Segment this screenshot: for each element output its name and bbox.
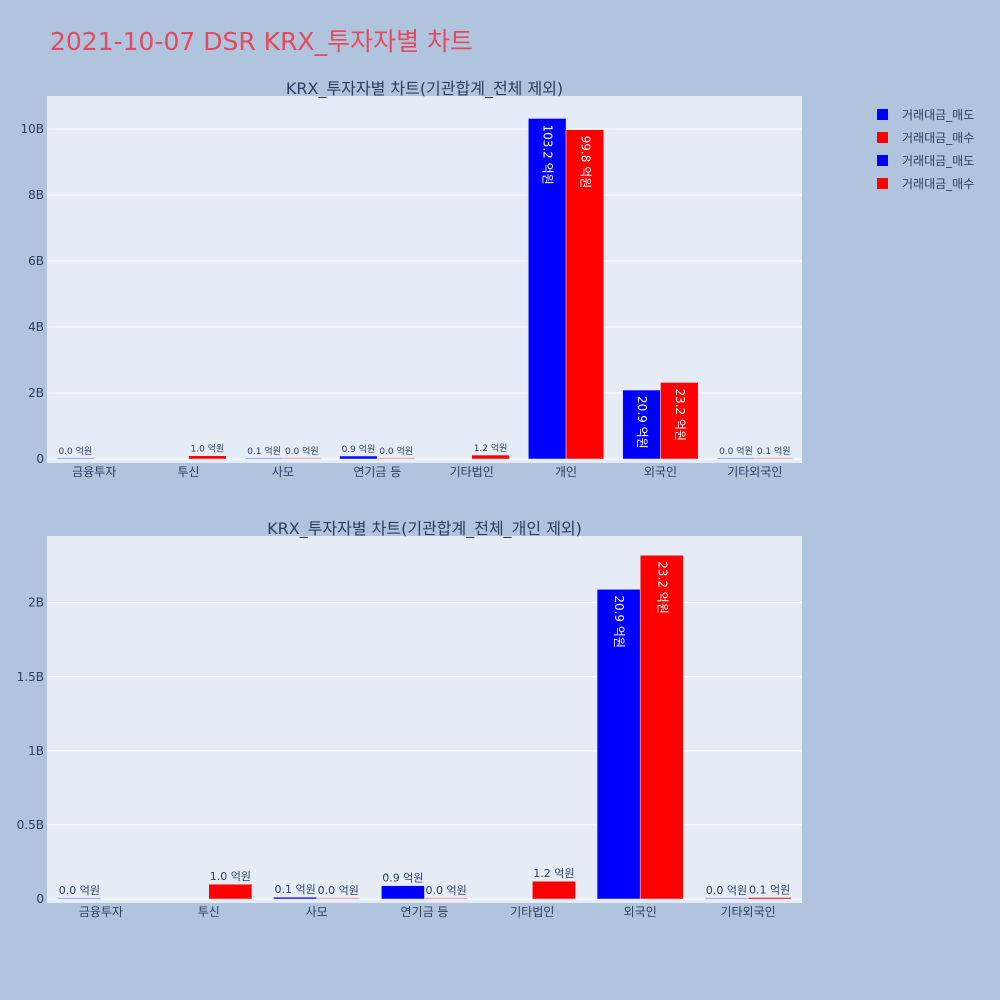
chart-panel: 0 2B 4B 6B 8B 10B KRX_투자자별 차트(기관합계_전체 제외) 금융투자 0… (20, 79, 802, 479)
data-label: 0.9 억원 (342, 443, 376, 455)
x-tick-label: 투신 (178, 465, 200, 479)
legend-item: 거래대금_매수 (902, 131, 974, 145)
legend-swatch (877, 178, 888, 189)
legend-item: 거래대금_매도 (902, 154, 974, 168)
data-label: 0.0 억원 (59, 884, 100, 897)
chart-title: KRX_투자자별 차트(기관합계_전체_개인 제외) (267, 519, 582, 539)
bar (660, 382, 699, 460)
y-tick-label: 6B (28, 254, 44, 268)
data-label: 1.0 억원 (191, 443, 225, 455)
bar (704, 897, 749, 900)
x-tick-label: 금융투자 (79, 905, 123, 919)
data-label: 0.9 억원 (382, 872, 423, 885)
x-tick-label: 외국인 (644, 465, 677, 479)
y-tick-label: 2B (28, 596, 44, 610)
y-tick-label: 0 (36, 892, 44, 906)
x-tick-label: 기타법인 (510, 905, 554, 919)
y-tick-label: 1B (28, 744, 44, 758)
data-label: 0.1 억원 (749, 884, 790, 897)
bar (244, 457, 284, 460)
y-tick-label: 8B (28, 188, 44, 202)
x-tick-label: 기타외국인 (720, 905, 775, 919)
bar (532, 880, 576, 900)
data-label: 23.2 억원 (673, 388, 687, 441)
bar (56, 457, 95, 460)
y-tick-label: 0 (36, 452, 44, 466)
data-label: 0.0 억원 (425, 884, 466, 897)
bar (208, 883, 253, 900)
bar (381, 885, 425, 900)
x-tick-label: 개인 (555, 465, 577, 479)
bar (57, 897, 102, 900)
bar (622, 389, 661, 460)
bar (716, 457, 756, 460)
chart-panel: 0 0.5B 1B 1.5B 2B KRX_투자자별 차트(기관합계_전체_개인 제외) 금… (17, 519, 802, 919)
y-tick-label: 2B (28, 386, 44, 400)
data-label: 0.1 억원 (757, 445, 791, 457)
data-label: 20.9 억원 (635, 396, 649, 449)
data-label: 0.1 억원 (274, 883, 315, 896)
legend-swatch (877, 132, 888, 143)
data-label: 0.0 억원 (379, 445, 413, 457)
bar (528, 118, 567, 460)
bar (282, 457, 321, 460)
x-tick-label: 연기금 등 (401, 905, 449, 919)
x-tick-label: 투신 (198, 905, 220, 919)
bar (188, 455, 227, 460)
legend-item: 거래대금_매수 (902, 177, 974, 191)
page-title: 2021-10-07 DSR KRX_투자자별 차트 (50, 27, 474, 56)
bar (565, 129, 605, 460)
y-tick-label: 1.5B (17, 670, 44, 684)
data-label: 0.0 억원 (285, 445, 319, 457)
legend-swatch (877, 155, 888, 166)
chart-title: KRX_투자자별 차트(기관합계_전체 제외) (286, 79, 563, 99)
x-tick-label: 외국인 (624, 905, 657, 919)
legend-swatch (877, 109, 888, 120)
legend-item: 거래대금_매도 (902, 108, 974, 122)
y-tick-label: 10B (20, 122, 44, 136)
data-label: 1.0 억원 (210, 870, 251, 883)
plot-area (47, 536, 802, 903)
bar (747, 897, 792, 900)
bar (471, 454, 510, 460)
data-label: 0.0 억원 (719, 445, 753, 457)
data-label: 103.2 억원 (541, 124, 555, 184)
data-label: 23.2 억원 (655, 561, 669, 614)
bar (377, 457, 416, 460)
bar (316, 897, 361, 900)
data-label: 1.2 억원 (533, 867, 574, 880)
data-label: 0.0 억원 (318, 884, 359, 897)
bar (639, 555, 684, 900)
x-tick-label: 금융투자 (72, 465, 116, 479)
data-label: 99.8 억원 (578, 136, 592, 189)
bar (339, 455, 378, 460)
y-tick-label: 0.5B (17, 818, 44, 832)
x-tick-label: 사모 (272, 465, 294, 479)
bar (754, 457, 793, 460)
data-label: 0.0 억원 (58, 445, 92, 457)
x-tick-label: 기타법인 (450, 465, 494, 479)
x-tick-label: 기타외국인 (727, 465, 782, 479)
data-label: 1.2 억원 (474, 442, 508, 454)
data-label: 0.1 억원 (247, 445, 281, 457)
x-tick-label: 사모 (306, 905, 328, 919)
data-label: 0.0 억원 (706, 884, 747, 897)
data-label: 20.9 억원 (612, 595, 626, 648)
x-tick-label: 연기금 등 (353, 465, 401, 479)
bar (424, 897, 468, 900)
bar (273, 896, 317, 900)
y-tick-label: 4B (28, 320, 44, 334)
